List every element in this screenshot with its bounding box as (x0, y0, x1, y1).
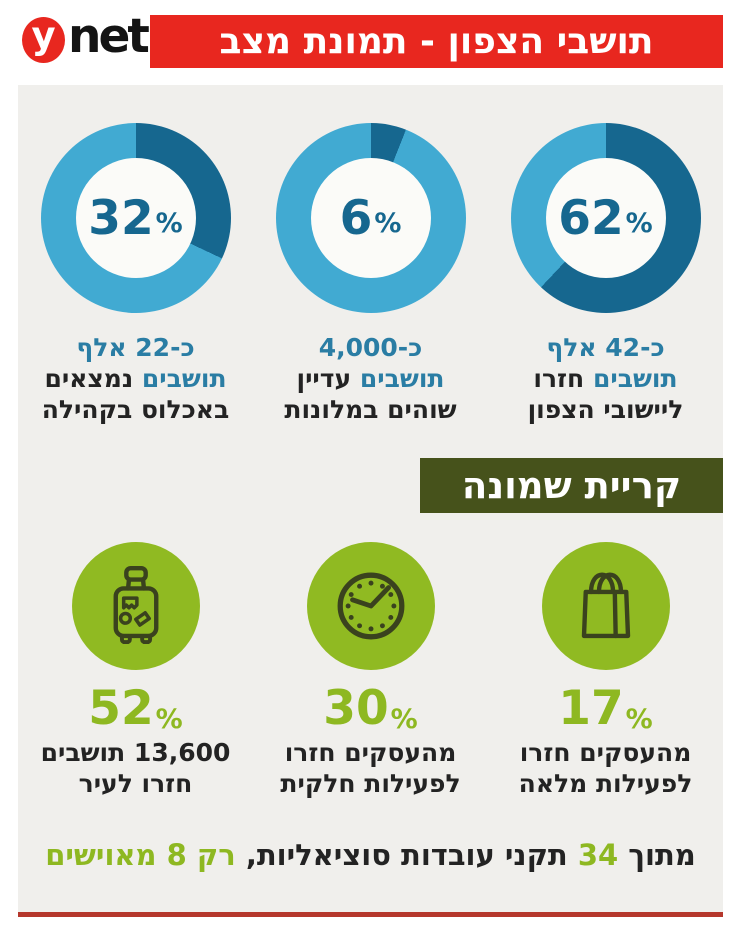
stat-percent: 52% (88, 681, 183, 737)
stat-caption: מהעסקים חזרו לפעילות מלאה (518, 738, 693, 798)
donut-charts-row: 62 % כ-42 אלף תושבים חזרו ליישובי הצפון … (18, 85, 723, 425)
clock-icon (306, 542, 435, 671)
page-title: תושבי הצפון - תמונת מצב (219, 21, 654, 62)
stat-column-partial-activity: 30% מהעסקים חזרו לפעילות חלקית (253, 542, 488, 800)
title-banner: תושבי הצפון - תמונת מצב (150, 15, 723, 68)
percent-sign: % (155, 207, 183, 239)
shopping-bag-icon (541, 542, 670, 671)
stat-caption: מהעסקים חזרו לפעילות חלקית (280, 738, 461, 798)
percent-sign: % (625, 207, 653, 239)
donut-hole: 32 % (75, 158, 196, 278)
percent-sign: % (155, 704, 183, 736)
donut-value: 6 (339, 190, 373, 246)
stat-column-full-activity: 17% מהעסקים חזרו לפעילות מלאה (488, 542, 723, 800)
city-stats-row: 17% מהעסקים חזרו לפעילות מלאה (18, 542, 723, 800)
ynet-logo[interactable]: y net (22, 9, 150, 64)
suitcase-icon (71, 542, 200, 671)
donut-value: 32 (88, 190, 154, 246)
city-banner: קריית שמונה (420, 458, 723, 514)
donut-caption: כ-22 אלף תושבים נמצאים באכלוס בקהילה (41, 333, 230, 424)
donut-column-community: 32 % כ-22 אלף תושבים נמצאים באכלוס בקהיל… (18, 123, 253, 425)
donut-column-returned: 62 % כ-42 אלף תושבים חזרו ליישובי הצפון (488, 123, 723, 425)
ynet-logo-y: y (31, 14, 56, 57)
percent-sign: % (374, 207, 402, 239)
stat-percent: 30% (323, 681, 418, 737)
ynet-logo-circle: y (22, 14, 65, 63)
percent-sign: % (625, 704, 653, 736)
content-panel: 62 % כ-42 אלף תושבים חזרו ליישובי הצפון … (18, 85, 723, 917)
city-title: קריית שמונה (461, 464, 682, 508)
ynet-logo-net: net (68, 9, 150, 64)
donut-hole: 6 % (310, 158, 431, 278)
donut-caption: כ-42 אלף תושבים חזרו ליישובי הצפון (527, 333, 684, 424)
donut-chart-62-percent: 62 % (510, 123, 701, 313)
percent-sign: % (390, 704, 418, 736)
footnote: מתוך 34 תקני עובדות סוציאליות, רק 8 מאוי… (45, 837, 696, 872)
donut-value: 62 (558, 190, 624, 246)
donut-chart-32-percent: 32 % (40, 123, 231, 313)
header: y net תושבי הצפון - תמונת מצב (0, 0, 740, 85)
stat-caption: 13,600 תושבים חזרו לעיר (40, 738, 231, 798)
donut-caption: כ-4,000 תושבים עדיין שוהים במלונות (284, 333, 457, 424)
donut-chart-6-percent: 6 % (275, 123, 466, 313)
donut-column-hotels: 6 % כ-4,000 תושבים עדיין שוהים במלונות (253, 123, 488, 425)
stat-column-residents-returned: 52% 13,600 תושבים חזרו לעיר (18, 542, 253, 800)
stat-percent: 17% (558, 681, 653, 737)
donut-hole: 62 % (545, 158, 666, 278)
